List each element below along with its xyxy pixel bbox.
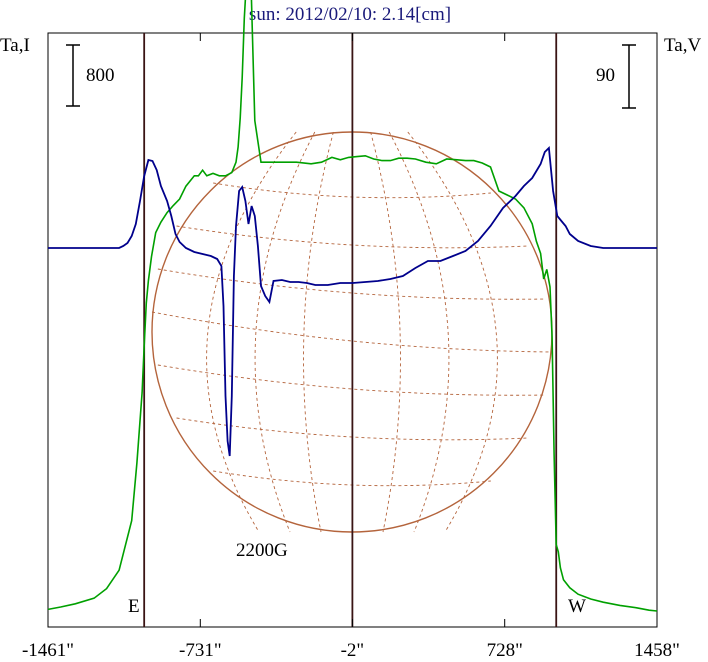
right-scale-bar-label: 90 (596, 65, 615, 86)
x-tick-label: 728" (487, 640, 523, 661)
disk-grid-line (254, 131, 316, 533)
left-axis-label: Ta,I (0, 35, 30, 56)
disk-grid-line (407, 131, 498, 533)
left-scale-bar-label: 800 (86, 65, 115, 86)
series-polarization-line (48, 146, 657, 457)
series-intensity-line (47, 0, 658, 612)
x-tick-label: 1458" (634, 640, 680, 661)
disk-grid-line (303, 131, 334, 533)
west-label: W (568, 596, 586, 617)
disk-limb-markers (143, 33, 558, 627)
x-tick-label: -1461" (22, 640, 74, 661)
disk-grid-line (151, 311, 553, 353)
disk-grid-line (370, 131, 401, 533)
right-scale-bar: 90 (596, 44, 636, 109)
disk-grid-line (157, 364, 547, 396)
x-tick-label: -2" (341, 640, 365, 661)
disk-grid-line (388, 131, 450, 533)
left-scale-bar: 800 (66, 44, 115, 107)
annotation-label: 2200G (236, 540, 288, 561)
east-label: E (128, 596, 140, 617)
disk-grid-line (157, 268, 547, 300)
right-axis-label: Ta,V (664, 35, 701, 56)
chart-title: sun: 2012/02/10: 2.14[cm] (249, 4, 451, 25)
x-tick-label: -731" (179, 640, 222, 661)
disk-grid-line (206, 131, 297, 533)
x-axis-ticks: -1461" -731" -2" 728" 1458" (22, 33, 680, 661)
